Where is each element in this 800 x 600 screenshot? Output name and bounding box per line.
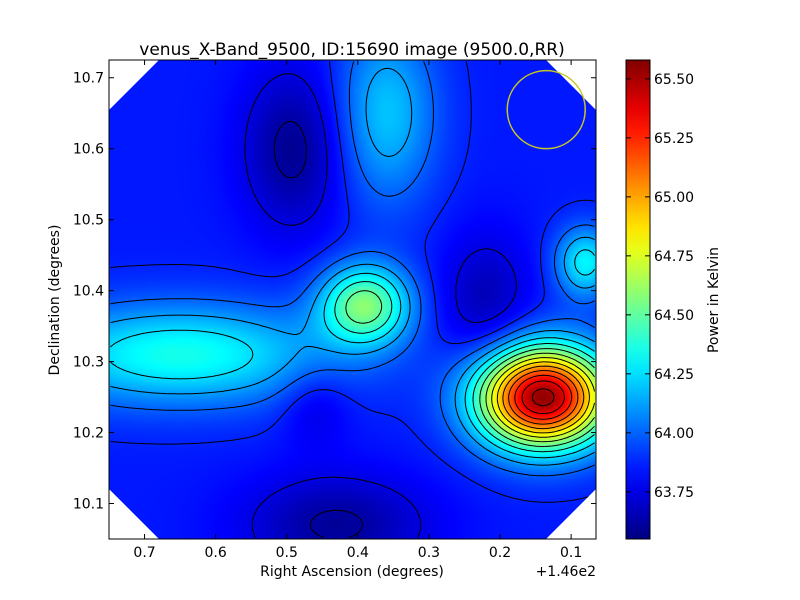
colorbar: 63.75 64.00 64.25 64.50 64.75 65.00 65.25 65.50: [625, 59, 694, 540]
contour-level: [334, 281, 595, 453]
contour-lines: [110, 61, 595, 538]
contour-level: [110, 67, 595, 466]
x-tick-label: 0.4: [347, 545, 369, 561]
y-axis-label: Declination (degrees): [47, 225, 63, 376]
y-tick-label: 10.6: [73, 142, 104, 158]
contour-level: [110, 61, 595, 477]
colorbar-label: Power in Kelvin: [706, 247, 722, 353]
contour-level: [508, 370, 579, 425]
x-tick-label: 0.7: [133, 545, 155, 561]
contour-level: [244, 73, 517, 538]
contour-level: [110, 61, 595, 503]
contour-level: [514, 374, 573, 420]
colorbar-tick-label: 64.50: [654, 308, 694, 324]
colorbar-tick-label: 65.25: [654, 131, 694, 147]
colorbar-tick-label: 64.00: [654, 426, 694, 442]
x-tick-label: 0.5: [276, 545, 298, 561]
y-tick-label: 10.5: [73, 213, 104, 229]
y-tick-label: 10.3: [73, 355, 104, 371]
x-tick-label: 0.1: [560, 545, 582, 561]
x-tick-label: 0.3: [418, 545, 440, 561]
colorbar-tick-label: 64.75: [654, 249, 694, 265]
plot-frame: [108, 59, 597, 540]
contour-level: [110, 249, 595, 459]
colorbar-tick-label: 63.75: [654, 485, 694, 501]
y-tick-label: 10.2: [73, 426, 104, 442]
y-tick-label: 10.4: [73, 284, 104, 300]
contour-level: [496, 361, 590, 434]
heatmap-image: [109, 60, 596, 539]
plot-area: [108, 59, 597, 540]
x-axis: 0.7 0.6 0.5 0.4 0.3 0.2 0.1: [133, 60, 582, 561]
contour-level: [345, 290, 595, 447]
beam-circle: [506, 69, 586, 150]
y-tick-label: 10.1: [73, 497, 104, 513]
x-tick-label: 0.2: [489, 545, 511, 561]
colorbar-tick-label: 64.25: [654, 367, 694, 383]
contour-level: [521, 380, 565, 415]
contour-level: [485, 352, 595, 443]
contour-level: [502, 365, 585, 430]
contour-level: [273, 120, 364, 538]
colorbar-tick-label: 65.50: [654, 72, 694, 88]
contour-level: [531, 388, 555, 407]
contour-level: [491, 357, 595, 438]
colorbar-scale: [625, 59, 651, 540]
colorbar-tick-label: 65.00: [654, 190, 694, 206]
y-tick-label: 10.7: [73, 71, 104, 87]
y-axis: 10.1 10.2 10.3 10.4 10.5 10.6 10.7: [73, 71, 596, 513]
chart-title: venus_X-Band_9500, ID:15690 image (9500.…: [139, 40, 564, 60]
x-axis-label: Right Ascension (degrees): [260, 564, 444, 580]
x-tick-label: 0.6: [205, 545, 227, 561]
x-axis-offset-label: +1.46e2: [536, 564, 596, 580]
